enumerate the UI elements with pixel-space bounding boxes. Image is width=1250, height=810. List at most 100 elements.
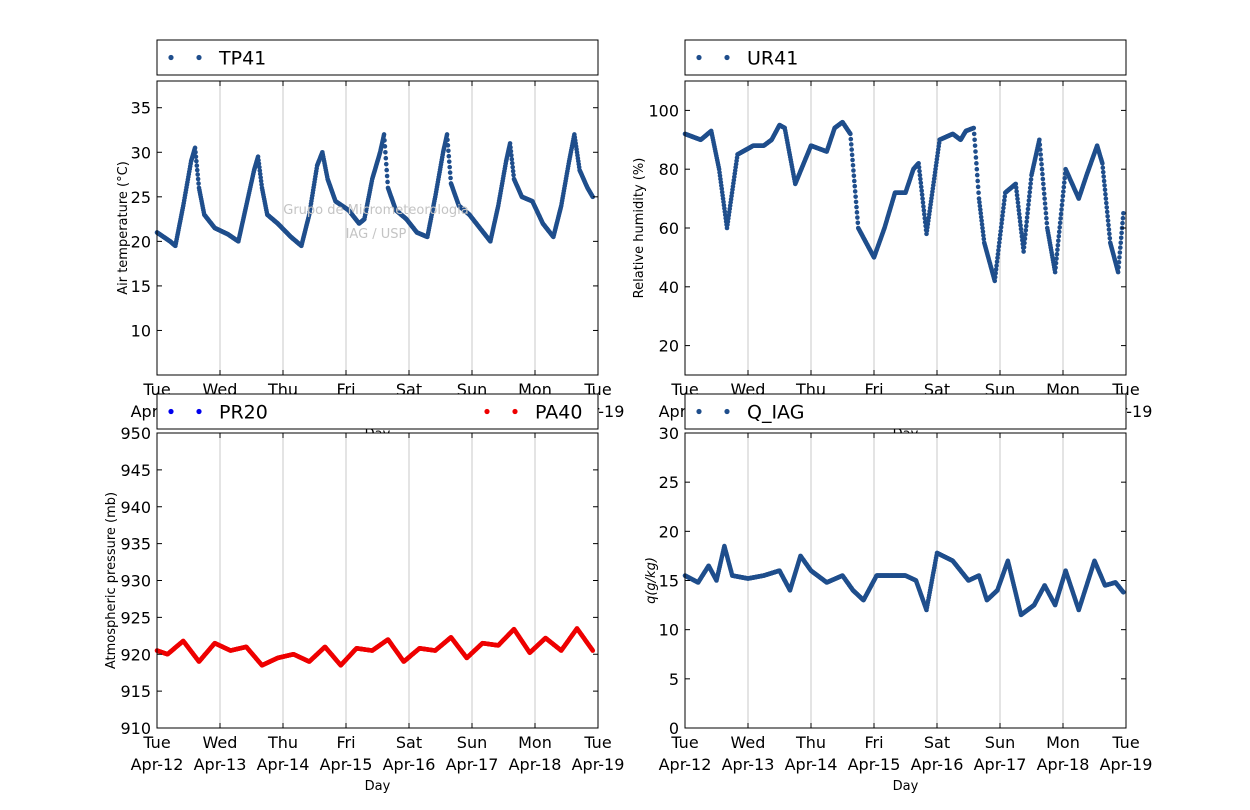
- y-tick-label: 25: [659, 473, 679, 492]
- data-point-UR41: [1116, 260, 1122, 265]
- data-point-UR41: [853, 199, 859, 205]
- data-point-UR41: [1026, 198, 1032, 203]
- data-point-UR41: [853, 194, 858, 199]
- x-tick-label-date: Apr-17: [446, 755, 499, 774]
- y-tick-label: 945: [120, 461, 151, 480]
- x-tick-label-day: Tue: [583, 733, 611, 752]
- data-point-UR41: [855, 215, 860, 220]
- legend-marker: [168, 408, 174, 415]
- data-point-UR41: [918, 176, 923, 182]
- y-tick-label: 40: [659, 278, 679, 297]
- data-point-TP41: [446, 159, 452, 164]
- chart-panel-2: 20406080100TueApr-12WedApr-13ThuApr-14Fr…: [632, 39, 1152, 442]
- data-point-TP41: [195, 176, 201, 182]
- data-point-UR41: [1057, 225, 1062, 230]
- data-point-UR41: [1056, 229, 1062, 235]
- data-point-TP41: [511, 172, 516, 178]
- data-point-UR41: [1028, 181, 1033, 186]
- data-point-UR41: [1041, 186, 1047, 192]
- data-point-UR41: [1055, 247, 1060, 253]
- data-point-UR41: [921, 204, 926, 209]
- x-tick-label-day: Sat: [396, 733, 422, 752]
- data-point-UR41: [1025, 211, 1030, 216]
- x-tick-label-date: Apr-14: [785, 755, 838, 774]
- data-point-UR41: [1058, 216, 1063, 221]
- data-point-UR41: [1118, 245, 1123, 250]
- x-tick-label-day: Sat: [924, 733, 950, 752]
- x-tick-label-day: Fri: [336, 733, 355, 752]
- x-tick-label-day: Thu: [795, 733, 826, 752]
- data-point-UR41: [1120, 220, 1125, 226]
- data-point-UR41: [1043, 211, 1049, 216]
- data-point-UR41: [1103, 191, 1108, 197]
- watermark-line-1: Grupo de Micrometeorologia: [283, 203, 469, 218]
- y-tick-label: 20: [131, 232, 151, 251]
- data-point-TP41: [383, 149, 388, 155]
- data-point-UR41: [852, 189, 858, 194]
- data-point-UR41: [1023, 223, 1029, 229]
- x-tick-label-day: Mon: [1046, 733, 1080, 752]
- data-point-UR41: [1041, 181, 1046, 187]
- data-point-UR41: [1117, 255, 1122, 260]
- data-point-UR41: [1105, 218, 1111, 223]
- x-tick-label-day: Wed: [203, 733, 238, 752]
- legend-marker: [484, 408, 490, 415]
- data-point-UR41: [1102, 187, 1108, 193]
- data-point-TP41: [384, 167, 389, 173]
- data-point-UR41: [1022, 236, 1028, 242]
- x-axis-label: Day: [365, 779, 391, 794]
- data-point-UR41: [1038, 152, 1043, 157]
- data-point-UR41: [850, 162, 856, 168]
- data-point-UR41: [1023, 232, 1028, 237]
- x-tick-label-day: Sun: [985, 733, 1015, 752]
- data-point-UR41: [1059, 207, 1064, 212]
- data-point-UR41: [1115, 269, 1121, 275]
- data-point-UR41: [1120, 215, 1126, 221]
- y-tick-label: 15: [131, 277, 151, 296]
- x-tick-label-day: Tue: [670, 733, 698, 752]
- data-point-UR41: [850, 157, 855, 163]
- data-point-TP41: [383, 161, 389, 167]
- data-point-TP41: [196, 181, 201, 186]
- data-point-TP41: [384, 173, 390, 179]
- chart-panel-3: 910915920925930935940945950TueApr-12WedA…: [104, 393, 624, 794]
- legend-label: TP41: [218, 48, 266, 70]
- data-point-TP41: [509, 152, 514, 158]
- data-point-TP41: [257, 168, 263, 173]
- x-tick-label-date: Apr-12: [659, 755, 712, 774]
- data-point-UR41: [1053, 260, 1059, 266]
- y-tick-label: 35: [131, 99, 151, 118]
- data-point-UR41: [1025, 206, 1031, 212]
- data-point-UR41: [917, 172, 923, 178]
- data-point-UR41: [921, 208, 927, 213]
- x-tick-label-date: Apr-14: [257, 755, 310, 774]
- plot-area: [685, 433, 1126, 728]
- data-point-TP41: [448, 175, 453, 181]
- data-point-UR41: [973, 155, 979, 160]
- data-point-UR41: [1027, 194, 1032, 199]
- data-point-UR41: [1040, 176, 1046, 182]
- plot-area: [685, 81, 1126, 375]
- x-tick-label-date: Apr-15: [848, 755, 901, 774]
- data-point-PA40: [590, 648, 596, 653]
- data-point-TP41: [257, 164, 262, 170]
- x-tick-label-date: Apr-12: [131, 755, 184, 774]
- data-point-TP41: [385, 179, 390, 185]
- data-point-UR41: [1054, 251, 1060, 257]
- data-point-UR41: [917, 168, 922, 174]
- y-tick-label: 60: [659, 219, 679, 238]
- legend-label: PA40: [535, 402, 582, 424]
- y-tick-label: 935: [120, 535, 151, 554]
- data-point-TP41: [258, 175, 263, 180]
- legend-label: UR41: [747, 48, 798, 70]
- data-point-TP41: [510, 164, 515, 170]
- data-point-TP41: [382, 138, 387, 143]
- data-point-Q_IAG: [1121, 590, 1126, 595]
- data-point-UR41: [854, 210, 860, 215]
- data-point-UR41: [922, 211, 927, 217]
- data-point-TP41: [194, 163, 200, 168]
- data-point-TP41: [193, 154, 199, 160]
- data-point-UR41: [974, 166, 980, 172]
- data-point-TP41: [590, 194, 596, 200]
- data-point-TP41: [509, 156, 515, 162]
